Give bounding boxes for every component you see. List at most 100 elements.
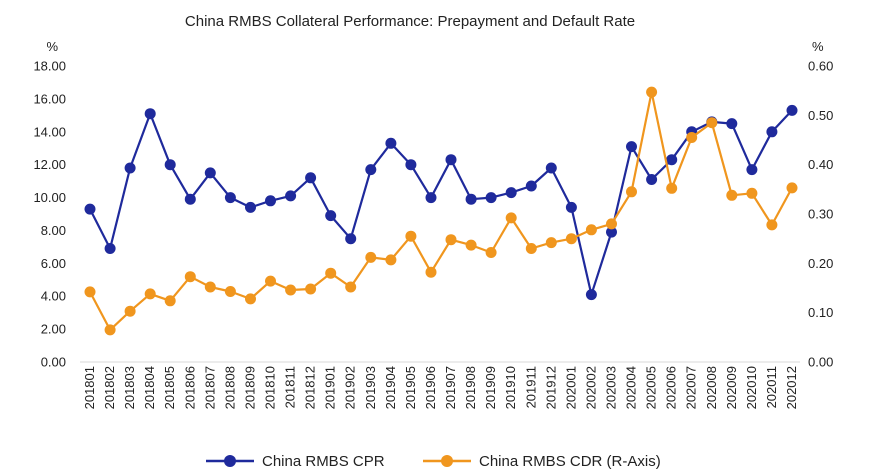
series-cdr-point (385, 254, 397, 266)
series-cpr-point (565, 201, 577, 213)
series-cdr-point (545, 237, 557, 249)
x-axis-tick-label: 201805 (162, 366, 177, 409)
series-cpr-point (325, 210, 337, 222)
x-axis-tick-label: 201806 (182, 366, 197, 409)
series-cpr-point (646, 174, 658, 185)
x-axis-tick-label: 202007 (684, 366, 699, 409)
left-axis-unit: % (46, 39, 58, 54)
right-axis-tick-label: 0.50 (808, 108, 833, 123)
series-cdr-point (245, 293, 256, 305)
series-cpr-point (224, 192, 236, 204)
x-axis: 201801 201802 201803 201804 201805 201806 2018… (82, 366, 799, 409)
series-cpr-point (164, 159, 176, 171)
x-axis-tick-label: 202006 (664, 366, 679, 409)
right-axis: 0.00 0.10 0.20 0.30 0.40 0.50 0.60 (808, 59, 833, 370)
x-axis-tick-label: 201907 (443, 366, 458, 409)
series-cdr-point (746, 187, 758, 199)
series-cpr-point (505, 187, 517, 199)
left-axis-tick-label: 16.00 (33, 91, 66, 106)
x-axis-tick-label: 201803 (122, 366, 137, 409)
right-axis-tick-label: 0.20 (808, 256, 833, 271)
series-cpr-point (585, 289, 597, 301)
x-axis-tick-label: 202012 (784, 366, 799, 409)
series-cpr-point (465, 193, 477, 205)
x-axis-tick-label: 201911 (523, 366, 538, 408)
series-cdr-point (345, 281, 357, 293)
series-cpr-point (766, 126, 778, 138)
series-cpr-point (786, 104, 798, 116)
x-axis-tick-label: 202003 (603, 366, 618, 409)
series-cdr-point (786, 182, 798, 194)
series-cdr-point (706, 117, 718, 129)
left-axis-tick-label: 10.00 (33, 190, 66, 205)
series-cdr-point (485, 247, 497, 258)
series-cpr-point (144, 108, 156, 120)
right-axis-tick-label: 0.40 (808, 157, 833, 172)
x-axis-tick-label: 201905 (403, 366, 418, 409)
right-axis-unit: % (812, 39, 824, 54)
legend-cpr-label: China RMBS CPR (262, 453, 385, 470)
series-cpr-point (84, 203, 96, 215)
series-cdr-point (405, 230, 417, 242)
left-axis: 0.00 2.00 4.00 6.00 8.00 10.00 12.00 14.00 16.00… (33, 59, 66, 370)
series-cdr-point (164, 295, 176, 307)
right-axis-tick-label: 0.10 (808, 305, 833, 320)
left-axis-tick-label: 14.00 (33, 124, 66, 139)
series-cpr-point (265, 195, 276, 207)
series-cpr-point (204, 167, 216, 179)
x-axis-tick-label: 201808 (222, 366, 237, 409)
left-axis-tick-label: 6.00 (41, 256, 66, 271)
series-cdr-point (726, 189, 738, 201)
x-axis-tick-label: 201912 (543, 366, 558, 409)
series-cdr-point (465, 239, 477, 251)
series-cpr-point (285, 190, 297, 202)
x-axis-tick-label: 201903 (363, 366, 378, 409)
right-axis-tick-label: 0.30 (808, 207, 833, 222)
legend-item-cpr: China RMBS CPR (206, 453, 385, 470)
right-axis-tick-label: 0.00 (808, 355, 833, 370)
series-cpr-point (606, 226, 617, 238)
series-cdr-point (124, 305, 136, 317)
series-cpr-point (545, 162, 557, 174)
series-cdr-point (144, 288, 156, 300)
series-cdr-point (666, 182, 678, 194)
chart-title: China RMBS Collateral Performance: Prepa… (185, 13, 635, 30)
series-cpr-point (525, 180, 537, 192)
series-cdr-point (224, 286, 236, 297)
legend-item-cdr: China RMBS CDR (R-Axis) (423, 453, 661, 470)
series-cpr (84, 104, 798, 301)
series-cdr-point (325, 267, 337, 279)
series-cdr-point (585, 224, 597, 236)
series-cpr-point (184, 193, 196, 205)
series-cdr-point (425, 266, 437, 278)
x-axis-tick-label: 201908 (463, 366, 478, 409)
x-axis-tick-label: 202005 (644, 366, 659, 409)
x-axis-tick-label: 201906 (423, 366, 438, 409)
series-cdr-line (89, 90, 793, 331)
series-cpr-point (485, 192, 497, 204)
x-axis-tick-label: 201801 (82, 366, 97, 409)
left-axis-tick-label: 8.00 (41, 223, 66, 238)
series-cdr-point (505, 212, 517, 224)
series-cpr-point (445, 154, 457, 166)
x-axis-tick-label: 201812 (303, 366, 318, 409)
x-axis-tick-label: 201901 (323, 366, 338, 409)
series-cdr-point (525, 243, 537, 254)
series-cpr-point (245, 201, 256, 213)
x-axis-tick-label: 201810 (263, 366, 278, 409)
series-cpr-point (345, 233, 357, 245)
series-cdr-point (365, 251, 377, 263)
left-axis-tick-label: 0.00 (41, 355, 66, 370)
x-axis-tick-label: 201910 (503, 366, 518, 409)
series-cpr-point (124, 162, 136, 174)
x-axis-tick-label: 202004 (624, 366, 639, 409)
series-cdr-point (184, 271, 196, 283)
series-cdr-point (305, 283, 317, 295)
series-cdr-point (265, 275, 276, 287)
series-cpr-point (385, 137, 397, 149)
series-cdr-point (766, 219, 778, 231)
x-axis-tick-label: 201811 (283, 366, 298, 408)
x-axis-tick-label: 201809 (242, 366, 257, 409)
x-axis-tick-label: 201902 (343, 366, 358, 409)
